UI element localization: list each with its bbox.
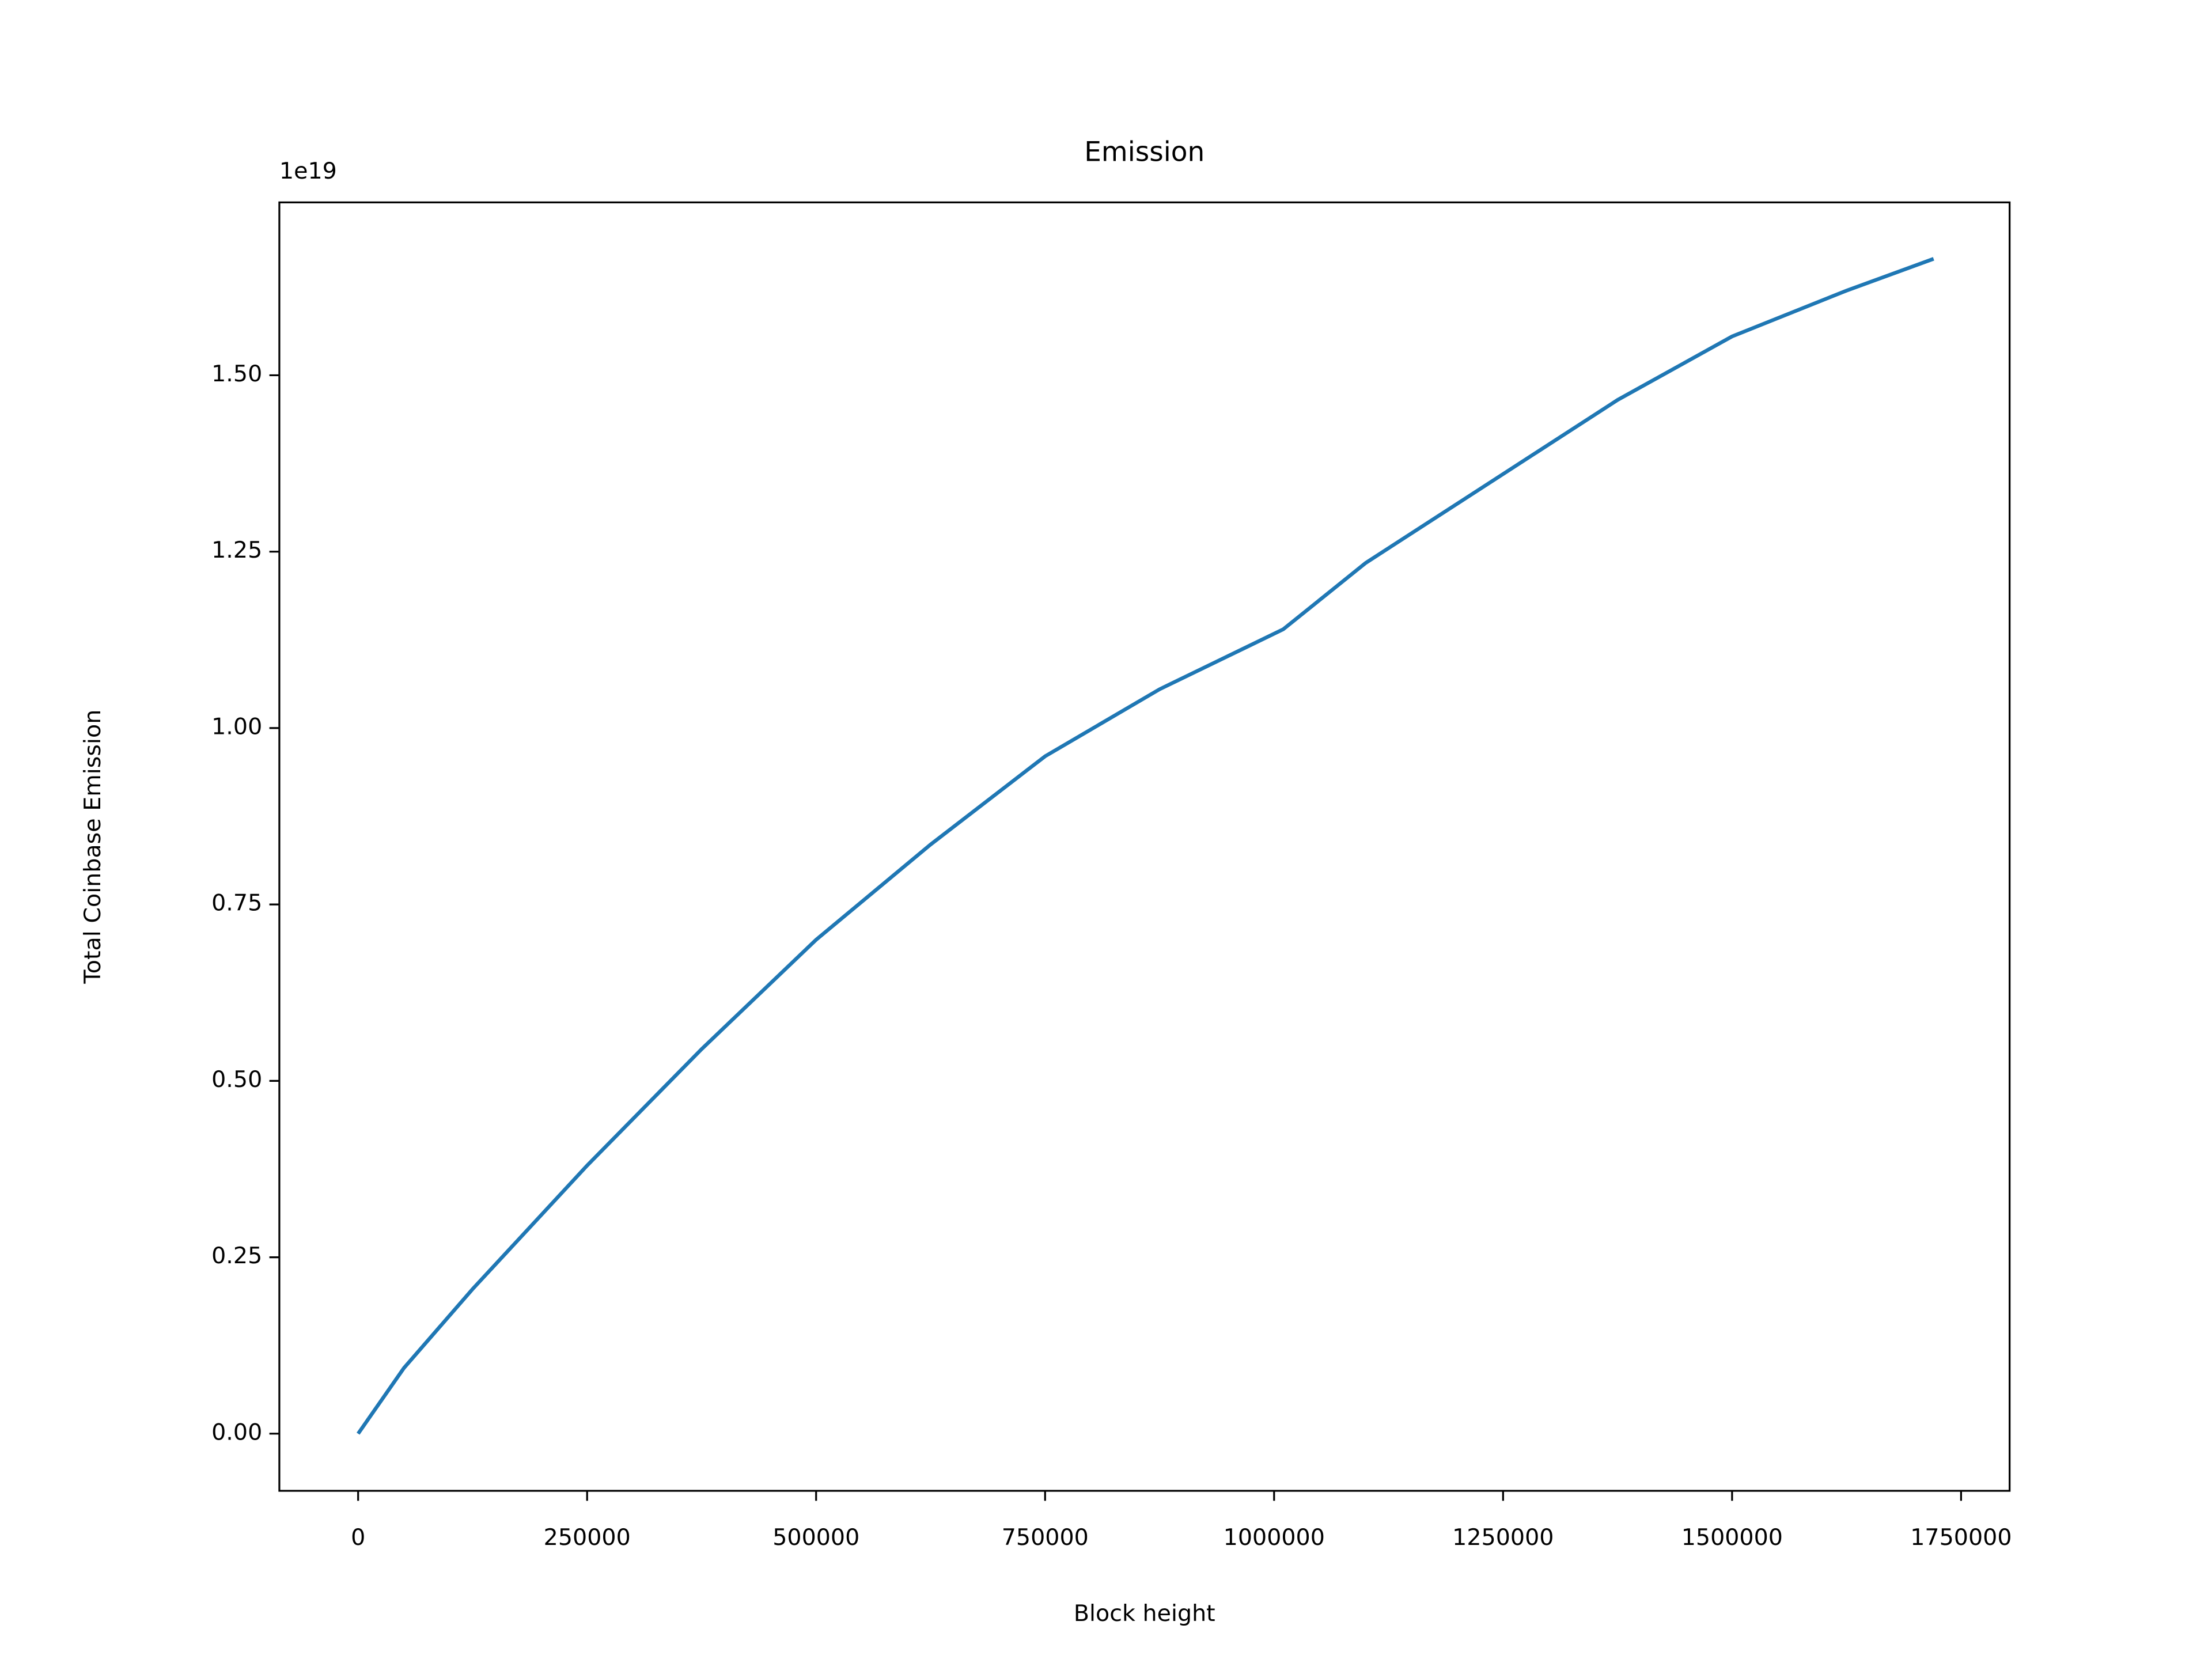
x-axis-label: Block height (1074, 1600, 1215, 1627)
y-axis-label: Total Coinbase Emission (79, 710, 106, 984)
plot-frame (278, 201, 2011, 1492)
y-tick-label: 0.00 (211, 1419, 262, 1445)
x-tick-label: 0 (351, 1524, 365, 1551)
x-tick-label: 250000 (544, 1524, 631, 1551)
y-tick-label: 0.50 (211, 1066, 262, 1093)
x-tick-label: 750000 (1002, 1524, 1089, 1551)
y-tick-label: 0.75 (211, 890, 262, 916)
line-series (357, 257, 1934, 1435)
x-tick-label: 1000000 (1224, 1524, 1325, 1551)
y-tick-label: 0.25 (211, 1243, 262, 1269)
x-tick-label: 1750000 (1910, 1524, 2012, 1551)
x-tick-label: 1250000 (1452, 1524, 1554, 1551)
y-tick-label: 1.25 (211, 537, 262, 563)
y-tick-label: 1.00 (211, 713, 262, 740)
chart-title: Emission (1084, 137, 1205, 168)
x-tick-label: 1500000 (1681, 1524, 1783, 1551)
y-tick-label: 1.50 (211, 361, 262, 387)
x-tick-label: 500000 (772, 1524, 859, 1551)
y-offset-label: 1e19 (279, 158, 337, 184)
